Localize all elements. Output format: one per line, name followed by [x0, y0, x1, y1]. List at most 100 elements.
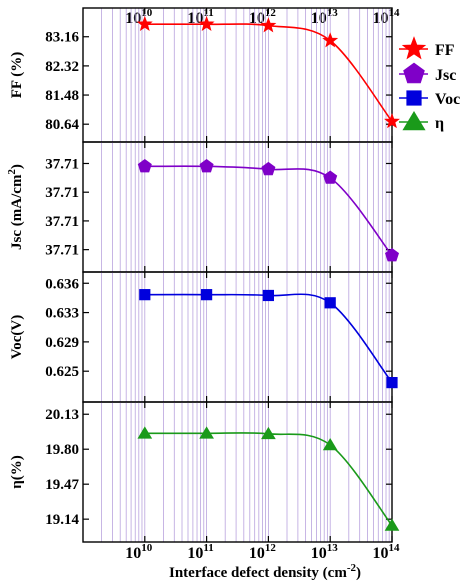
y-axis-label: Jsc (mA/cm2)	[6, 164, 25, 250]
y-tick-label: 19.47	[45, 477, 79, 493]
bottom-tick-label: 1010	[125, 542, 153, 562]
data-point-pentagon-marker	[137, 158, 152, 173]
top-tick-exponent: 13	[327, 7, 339, 19]
top-tick-exponent: 14	[389, 7, 401, 19]
data-point-pentagon-marker	[403, 62, 425, 84]
bottom-tick-label: 1011	[187, 542, 213, 562]
bottom-tick-base: 10	[311, 545, 327, 562]
panel-2: 37.71 37.71 37.71 37.71 Jsc (mA/cm2)	[6, 141, 400, 273]
y-tick-label: 37.71	[45, 185, 79, 201]
data-point-star-marker	[401, 36, 427, 60]
y-tick-label: 19.80	[45, 442, 79, 458]
y-tick-label: 37.71	[45, 243, 79, 259]
y-tick-label: 83.16	[45, 30, 79, 46]
x-axis-label-text: Interface defect density (cm	[169, 565, 347, 581]
y-tick-label: 37.71	[45, 214, 79, 230]
y-tick-label: 0.629	[45, 335, 79, 351]
series-line-FF	[144, 23, 393, 122]
y-tick-label: 0.633	[45, 306, 79, 322]
legend-label: η	[435, 115, 444, 132]
bottom-tick-label: 1014	[373, 542, 401, 562]
y-tick-label: 80.64	[45, 117, 79, 133]
legend-label: FF	[435, 42, 455, 59]
bottom-tick-exponent: 14	[389, 542, 401, 554]
data-point-pentagon-marker	[199, 158, 214, 173]
series-line-η	[144, 432, 393, 527]
y-axis-label-text: FF (%)	[9, 52, 25, 99]
top-tick-base: 10	[249, 10, 265, 27]
y-axis-label-close: )	[9, 164, 25, 169]
y-axis-label-text: Voc(V)	[9, 315, 25, 359]
data-point-star-marker	[384, 113, 400, 129]
data-point-triangle-marker	[402, 111, 426, 131]
top-tick-base: 10	[311, 10, 327, 27]
top-tick-label: 1012	[249, 7, 277, 27]
data-point-pentagon-marker	[323, 170, 338, 184]
data-point-triangle-marker	[384, 518, 400, 531]
legend: FF Jsc Voc η	[399, 36, 460, 132]
bottom-tick-label: 1013	[311, 542, 339, 562]
data-point-pentagon-marker	[261, 161, 276, 176]
top-tick-exponent: 10	[141, 7, 153, 19]
legend-item-1: FF	[399, 36, 455, 60]
top-tick-label: 1011	[187, 7, 213, 27]
data-point-star-marker	[136, 15, 153, 32]
legend-label: Jsc	[435, 67, 456, 84]
data-point-triangle-marker	[261, 426, 276, 440]
panel-frame	[82, 401, 393, 543]
y-tick-label: 37.71	[45, 156, 79, 172]
top-tick-label: 1014	[373, 7, 401, 27]
legend-label: Voc	[435, 91, 460, 108]
panel-3: 0.625 0.629 0.633 0.636 Voc(V)	[9, 271, 398, 403]
y-axis-label: Voc(V)	[9, 315, 25, 359]
panel-frame	[82, 271, 393, 403]
bottom-tick-base: 10	[187, 545, 203, 562]
legend-item-2: Jsc	[399, 62, 456, 84]
data-point-square-marker	[139, 289, 151, 301]
y-axis-label: η(%)	[9, 455, 25, 489]
top-tick-base: 10	[373, 10, 389, 27]
panel-frame	[82, 141, 393, 273]
vertical-grid	[101, 402, 390, 542]
top-tick-label: 1010	[125, 7, 153, 27]
y-tick-label: 82.32	[45, 59, 79, 75]
panel-1: 80.64 81.48 82.32 83.16 FF (%)	[9, 7, 400, 143]
data-point-triangle-marker	[199, 426, 214, 439]
data-point-star-marker	[322, 32, 339, 48]
top-tick-base: 10	[125, 10, 141, 27]
top-axis-tick-labels: 1010 1011 1012 1013 1014	[125, 7, 400, 27]
data-point-square-marker	[324, 297, 336, 309]
bottom-tick-exponent: 13	[327, 542, 339, 554]
bottom-tick-exponent: 11	[203, 542, 213, 554]
data-point-square-marker	[406, 90, 422, 106]
series-line-Jsc	[144, 165, 393, 256]
y-tick-label: 19.14	[45, 512, 79, 528]
legend-item-4: η	[399, 111, 444, 132]
top-tick-label: 1013	[311, 7, 339, 27]
data-point-star-marker	[198, 15, 215, 32]
data-point-triangle-marker	[322, 437, 338, 451]
data-point-star-marker	[260, 17, 277, 33]
data-point-pentagon-marker	[384, 248, 400, 262]
data-point-triangle-marker	[137, 426, 153, 439]
top-tick-exponent: 12	[265, 7, 277, 19]
vertical-grid	[101, 8, 390, 142]
bottom-tick-base: 10	[249, 545, 265, 562]
x-axis-label-exponent: -2	[347, 562, 357, 574]
panel-frame	[82, 7, 393, 143]
bottom-tick-exponent: 12	[265, 542, 277, 554]
y-tick-label: 81.48	[45, 88, 79, 104]
top-tick-exponent: 11	[203, 7, 213, 19]
data-point-square-marker	[262, 289, 274, 302]
y-axis-label-exponent: 2	[6, 169, 18, 175]
legend-item-3: Voc	[399, 90, 460, 108]
y-tick-label: 0.625	[45, 364, 79, 380]
y-axis-label-text: Jsc (mA/cm	[9, 174, 25, 250]
bottom-axis-tick-labels: 1010 1011 1012 1013 1014	[125, 542, 400, 562]
bottom-tick-base: 10	[373, 545, 389, 562]
bottom-tick-base: 10	[125, 545, 141, 562]
x-axis-label: Interface defect density (cm-2)	[169, 562, 361, 581]
